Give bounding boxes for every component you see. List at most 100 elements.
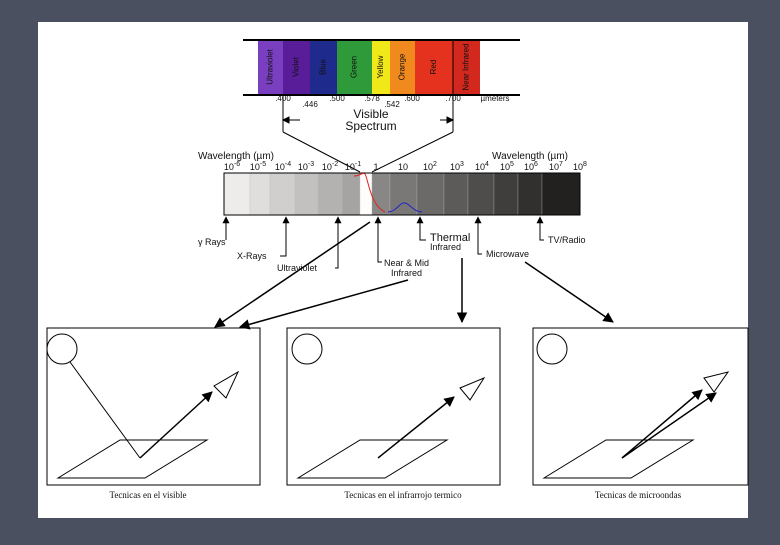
scale-frame: [223, 172, 581, 216]
caption: Tecnicas en el visible: [109, 490, 186, 500]
region-label: X-Rays: [237, 251, 267, 261]
scale-base: 10: [275, 162, 285, 172]
region-label: Ultraviolet: [277, 263, 318, 273]
wavelength-label: Wavelength (µm): [198, 151, 274, 162]
spectrum-band: [453, 41, 480, 94]
scale-base: 1: [373, 162, 378, 172]
spectrum-band: [415, 41, 453, 94]
band-label: Red: [429, 60, 438, 75]
scale-label: 10-4: [275, 161, 291, 172]
scale-exp: -2: [332, 161, 338, 168]
band-label: Ultraviolet: [266, 48, 275, 84]
region-label: TV/Radio: [548, 235, 586, 245]
scale-segment: [249, 172, 271, 216]
scale-label: 108: [573, 161, 587, 172]
scale-exp: -5: [260, 161, 266, 168]
scale-label: 10: [398, 162, 408, 172]
scale-segment: [443, 172, 469, 216]
band-label: Violet: [292, 56, 301, 77]
micron-unit: µmeters: [480, 94, 509, 103]
scale-base: 10: [500, 162, 510, 172]
spectrum-band: [337, 41, 372, 94]
scale-exp: -3: [308, 161, 314, 168]
region-label: γ Rays: [198, 237, 226, 247]
caption: Tecnicas de microondas: [595, 490, 682, 500]
visible-title: Spectrum: [345, 119, 396, 133]
scale-exp: -1: [355, 161, 361, 168]
spectrum-band: [310, 41, 337, 94]
scale-base: 10: [250, 162, 260, 172]
caption: Tecnicas en el infrarrojo termico: [344, 490, 462, 500]
scale-label: 1: [373, 162, 378, 172]
scale-label: 107: [549, 161, 563, 172]
scale-exp: 8: [583, 161, 587, 168]
scale-base: 10: [475, 162, 485, 172]
scale-label: 105: [500, 161, 514, 172]
micron-tick: .578: [364, 94, 380, 103]
scale-exp: -4: [285, 161, 291, 168]
scale-segment: [371, 172, 391, 216]
scale-exp: 5: [510, 161, 514, 168]
scale-base: 10: [298, 162, 308, 172]
scale-exp: -6: [234, 161, 240, 168]
scale-label: 10-3: [298, 161, 314, 172]
scale-segment: [467, 172, 495, 216]
scale-exp: 6: [534, 161, 538, 168]
scale-segment: [317, 172, 343, 216]
scale-base: 10: [573, 162, 583, 172]
spectrum-band: [390, 41, 415, 94]
scale-label: 103: [450, 161, 464, 172]
region-label: Thermal: [430, 232, 470, 244]
region-label: Infrared: [430, 242, 461, 252]
scale-segment: [517, 172, 543, 216]
micron-tick: .542: [384, 100, 400, 109]
scale-label: 10-2: [322, 161, 338, 172]
micron-tick: .500: [329, 94, 345, 103]
scale-label: 106: [524, 161, 538, 172]
scale-base: 10: [549, 162, 559, 172]
scale-exp: 3: [460, 161, 464, 168]
band-label: Near Infrared: [462, 43, 471, 90]
scale-segment: [493, 172, 519, 216]
figure-area: [38, 22, 748, 518]
band-label: Green: [350, 56, 359, 78]
spectrum-band: [258, 41, 283, 94]
spectrum-band: [372, 41, 390, 94]
visible-title: Visible: [353, 107, 388, 121]
wavelength-label: Wavelength (µm): [492, 151, 568, 162]
scale-exp: 7: [559, 161, 563, 168]
scale-segment: [341, 172, 361, 216]
region-label: Infrared: [391, 268, 422, 278]
micron-tick: .446: [302, 100, 318, 109]
scale-base: 10: [450, 162, 460, 172]
spectrum-band: [283, 41, 310, 94]
band-label: Orange: [398, 53, 407, 80]
scale-base: 10: [398, 162, 408, 172]
scale-exp: 2: [433, 161, 437, 168]
scale-label: 104: [475, 161, 489, 172]
scale-segment: [359, 172, 373, 216]
scale-base: 10: [224, 162, 234, 172]
micron-tick: .600: [404, 94, 420, 103]
scale-label: 10-1: [345, 161, 361, 172]
scale-base: 10: [322, 162, 332, 172]
diagram-lines: [46, 39, 749, 486]
scale-base: 10: [524, 162, 534, 172]
band-label: Yellow: [376, 55, 385, 78]
scale-base: 10: [345, 162, 355, 172]
scale-exp: 4: [485, 161, 489, 168]
scale-segment: [294, 172, 319, 216]
scale-segment: [541, 172, 581, 216]
scale-segment: [269, 172, 296, 216]
band-label: Blue: [319, 58, 328, 75]
scale-base: 10: [423, 162, 433, 172]
scale-segment: [223, 172, 251, 216]
region-label: Near & Mid: [384, 258, 429, 268]
scale-label: 102: [423, 161, 437, 172]
scale-label: 10-6: [224, 161, 240, 172]
scale-label: 10-5: [250, 161, 266, 172]
scale-segment: [416, 172, 445, 216]
region-label: Microwave: [486, 249, 529, 259]
